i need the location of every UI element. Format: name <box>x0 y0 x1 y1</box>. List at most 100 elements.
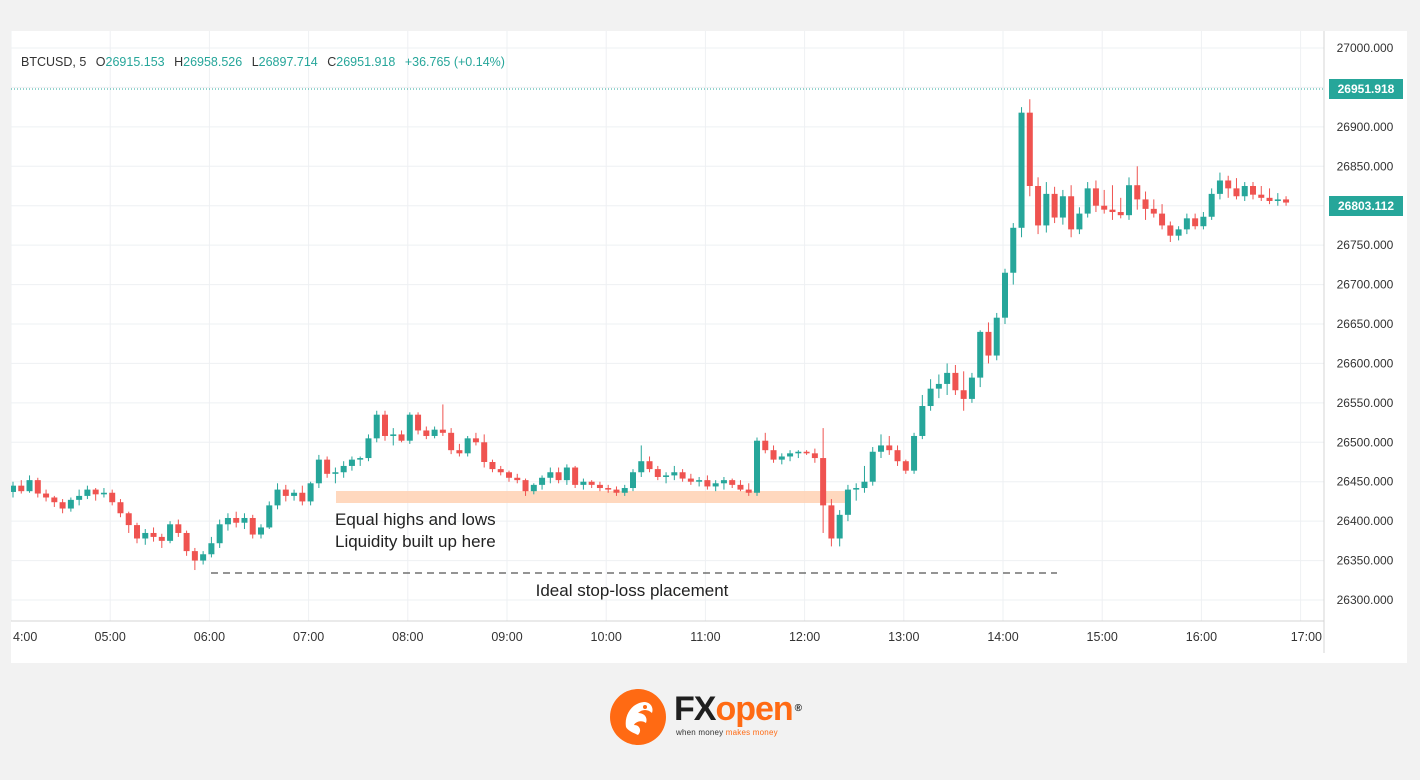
candlestick-chart[interactable]: BTCUSD, 5 O26915.153 H26958.526 L26897.7… <box>11 31 1407 663</box>
candle <box>489 459 496 473</box>
candle-body <box>406 414 413 441</box>
candle <box>415 412 422 435</box>
candle-body <box>1076 213 1083 230</box>
candle <box>497 465 504 476</box>
time-tick-label: 15:00 <box>1087 630 1118 644</box>
brand-word-fx: FX <box>674 690 716 728</box>
candle-body <box>1051 193 1058 218</box>
chart-grid <box>11 31 1324 621</box>
candle-body <box>935 383 942 389</box>
candle-body <box>720 480 727 484</box>
candle-body <box>878 445 884 452</box>
candle <box>754 437 760 496</box>
candle <box>158 533 165 548</box>
price-tick-label: 26600.000 <box>1337 356 1394 370</box>
candle <box>258 524 264 539</box>
candle <box>233 511 240 528</box>
candle-body <box>977 331 984 378</box>
candle-body <box>423 430 430 436</box>
candle <box>1183 213 1190 235</box>
candle-body <box>200 554 207 561</box>
candle-body <box>282 489 289 496</box>
candle-body <box>340 465 347 473</box>
candle-body <box>464 438 471 454</box>
candle-body <box>472 438 479 443</box>
candle-body <box>712 483 719 487</box>
candle-body <box>150 532 157 537</box>
time-tick-label: 05:00 <box>95 630 126 644</box>
current-price-tag: 26803.112 <box>1329 196 1403 216</box>
candle-body <box>1068 196 1075 230</box>
candle-body <box>1018 112 1025 228</box>
candle <box>853 483 860 501</box>
candle-body <box>291 492 298 496</box>
price-tick-label: 26500.000 <box>1337 435 1394 449</box>
price-tick-label: 26350.000 <box>1337 554 1394 568</box>
candle-body <box>1208 193 1215 217</box>
candle-body <box>506 472 512 478</box>
price-tick-label: 26700.000 <box>1337 278 1394 292</box>
candle-body <box>861 481 868 489</box>
candle <box>770 445 777 463</box>
high-label: H <box>174 55 183 69</box>
candle-body <box>382 414 388 436</box>
candle <box>1134 166 1141 210</box>
candle <box>1233 178 1240 200</box>
candle <box>1059 189 1066 225</box>
candle <box>18 480 25 494</box>
candle <box>315 454 322 489</box>
candle-body <box>663 475 670 477</box>
candle-body <box>671 472 678 476</box>
candle <box>539 475 546 490</box>
candle <box>935 374 942 399</box>
chart-panel[interactable]: BTCUSD, 5 O26915.153 H26958.526 L26897.7… <box>11 31 1407 663</box>
liquidity-zone-highlight <box>336 491 850 503</box>
open-value: 26915.153 <box>106 55 165 69</box>
candle-body <box>307 483 314 502</box>
candle <box>514 473 521 484</box>
candle <box>1092 180 1099 213</box>
candle <box>630 469 636 492</box>
time-axis[interactable]: 4:00 05:00 06:00 07:00 08:00 09:00 10:00 11:00 1… <box>13 630 1322 644</box>
price-axis[interactable]: 27000.00026950.00026900.00026850.0002680… <box>1337 41 1394 607</box>
candle <box>588 480 595 489</box>
candle-body <box>348 459 355 466</box>
svg-text:BTCUSD, 5 O26915.153: BTCUSD, 5 O26915.153 H26958.526 L26897.7… <box>21 55 505 69</box>
brand-tagline-a: when money <box>676 728 726 737</box>
candle <box>580 478 587 490</box>
time-tick-label: 08:00 <box>392 630 423 644</box>
brand-registered: ® <box>794 703 802 714</box>
candle-body <box>191 551 198 561</box>
candle-body <box>563 467 570 481</box>
candle-body <box>1092 188 1099 206</box>
candle-body <box>357 458 364 460</box>
candle <box>34 477 41 498</box>
brand-word-open: open <box>715 690 793 728</box>
candle <box>464 435 471 457</box>
candle <box>448 428 455 455</box>
candle-body <box>1283 199 1290 203</box>
candle <box>820 428 827 533</box>
candle-body <box>398 434 405 441</box>
candle <box>299 485 306 506</box>
candle-body <box>828 505 835 539</box>
candle-body <box>497 469 504 473</box>
candle-body <box>51 497 58 503</box>
candle-body <box>1216 180 1223 194</box>
candle-body <box>373 414 380 439</box>
time-tick-label: 12:00 <box>789 630 820 644</box>
candle-body <box>1142 199 1149 209</box>
candle-body <box>960 390 967 399</box>
liquidity-annotation-line1: Equal highs and lows <box>335 510 496 529</box>
candle-body <box>274 489 281 506</box>
candle <box>26 475 33 493</box>
fxopen-logo[interactable]: FXopen ® when money makes money <box>608 687 818 747</box>
candle <box>125 511 132 533</box>
candle-body <box>134 525 140 539</box>
candle-body <box>109 492 116 503</box>
candle-body <box>1258 194 1265 198</box>
candle-body <box>795 451 802 454</box>
liquidity-annotation-line2: Liquidity built up here <box>335 532 496 551</box>
price-tick-label: 26550.000 <box>1337 396 1394 410</box>
candle <box>530 483 537 495</box>
